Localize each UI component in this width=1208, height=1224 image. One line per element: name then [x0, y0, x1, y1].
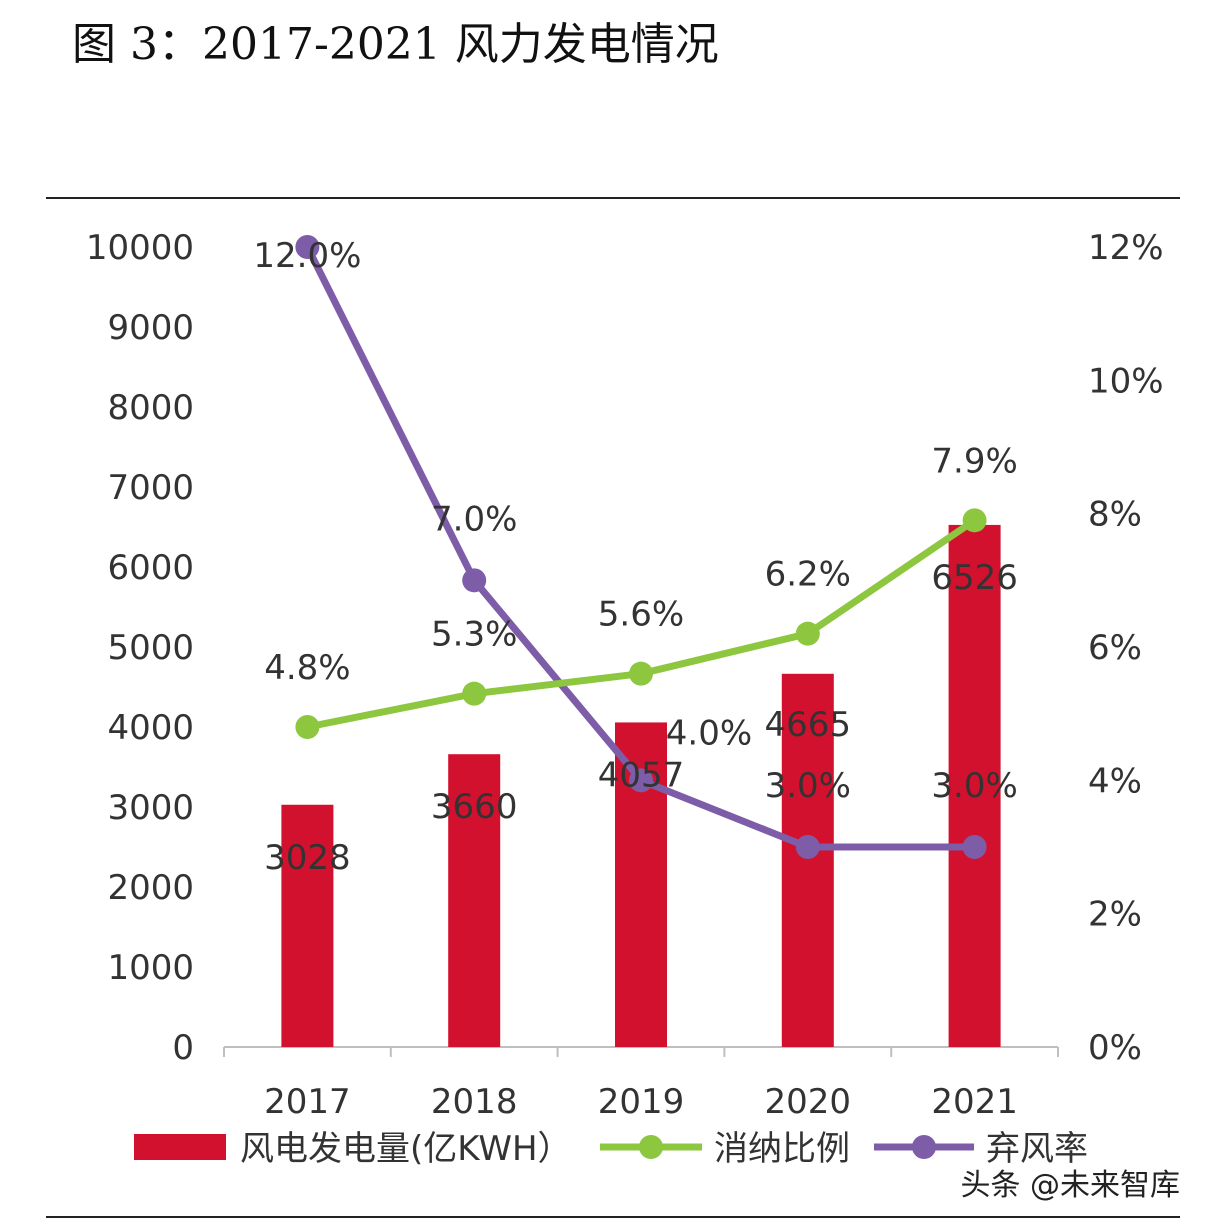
y-left-tick-label: 0 — [172, 1028, 194, 1068]
series-point — [295, 715, 320, 739]
y-right-tick-label: 10% — [1088, 361, 1164, 401]
legend-label: 消纳比例 — [714, 1129, 850, 1169]
y-axis-left: 0 1000 2000 3000 4000 5000 6000 7000 8000 9000 100… — [86, 228, 194, 1068]
data-labels: 3028 3660 4057 4665 6526 4.8% 5.3% 5.6% 6.2% 7.9%… — [253, 236, 1017, 878]
y-left-tick-label: 1000 — [107, 948, 194, 988]
legend-swatch-bar — [134, 1134, 226, 1160]
legend-swatch-marker — [639, 1135, 663, 1159]
bottom-rule — [46, 1216, 1180, 1218]
y-right-tick-label: 4% — [1088, 761, 1142, 801]
series-point — [629, 768, 653, 793]
y-left-tick-label: 7000 — [107, 468, 194, 508]
curtailment-value-label: 4.0% — [666, 713, 752, 753]
bar-value-label: 3028 — [264, 838, 351, 878]
x-tick-label: 2020 — [765, 1082, 852, 1122]
y-axis-right: 0% 2% 4% 6% 8% 10% 12% — [1088, 228, 1164, 1068]
accommodation-value-label: 5.3% — [431, 615, 517, 655]
y-left-tick-label: 3000 — [107, 788, 194, 828]
series-point — [462, 568, 487, 593]
x-tick-label: 2021 — [931, 1082, 1018, 1122]
y-right-tick-label: 6% — [1088, 628, 1142, 668]
y-left-tick-label: 5000 — [107, 628, 194, 668]
y-right-tick-label: 12% — [1088, 228, 1164, 268]
y-right-tick-label: 8% — [1088, 495, 1142, 535]
curtailment-value-label: 12.0% — [253, 236, 361, 276]
bar — [281, 804, 334, 1047]
x-axis: 2017 2018 2019 2020 2021 — [223, 1046, 1059, 1122]
accommodation-value-label: 7.9% — [931, 441, 1017, 481]
series-point — [795, 621, 820, 646]
series-point — [962, 508, 987, 533]
line-series — [295, 235, 987, 859]
bar — [781, 673, 834, 1047]
y-left-tick-label: 2000 — [107, 868, 194, 908]
bar-value-label: 3660 — [431, 787, 518, 827]
series-point — [962, 835, 987, 859]
y-left-tick-label: 6000 — [107, 548, 194, 588]
y-right-tick-label: 2% — [1088, 895, 1142, 935]
accommodation-value-label: 5.6% — [598, 595, 684, 635]
y-left-tick-label: 10000 — [86, 228, 194, 268]
top-rule — [46, 197, 1180, 199]
figure-title: 图 3：2017-2021 风力发电情况 — [72, 19, 719, 70]
bar-value-label: 4665 — [765, 705, 852, 745]
bar-value-label: 6526 — [931, 558, 1018, 598]
y-left-tick-label: 9000 — [107, 308, 194, 348]
bar — [948, 524, 1001, 1047]
curtailment-value-label: 7.0% — [431, 499, 517, 539]
series-point — [295, 235, 320, 259]
series-point — [462, 681, 487, 706]
y-left-tick-label: 4000 — [107, 708, 194, 748]
x-tick-label: 2018 — [431, 1082, 518, 1122]
series-point — [629, 661, 653, 686]
curtailment-value-label: 3.0% — [931, 766, 1017, 806]
bar-value-label: 4057 — [598, 755, 685, 795]
curtailment-value-label: 3.0% — [765, 766, 851, 806]
x-tick-label: 2017 — [264, 1082, 351, 1122]
y-left-tick-label: 8000 — [107, 388, 194, 428]
accommodation-value-label: 4.8% — [264, 648, 350, 688]
legend: 风电发电量(亿KWH） 消纳比例 弃风率 — [134, 1129, 1088, 1169]
accommodation-value-label: 6.2% — [765, 555, 851, 595]
bar — [448, 754, 501, 1047]
series-point — [795, 835, 820, 859]
y-right-tick-label: 0% — [1088, 1028, 1142, 1068]
legend-label: 弃风率 — [986, 1129, 1088, 1169]
legend-label: 风电发电量(亿KWH） — [240, 1129, 572, 1169]
watermark: 头条 @未来智库 — [960, 1168, 1180, 1203]
x-tick-label: 2019 — [598, 1082, 685, 1122]
legend-swatch-marker — [912, 1135, 936, 1159]
